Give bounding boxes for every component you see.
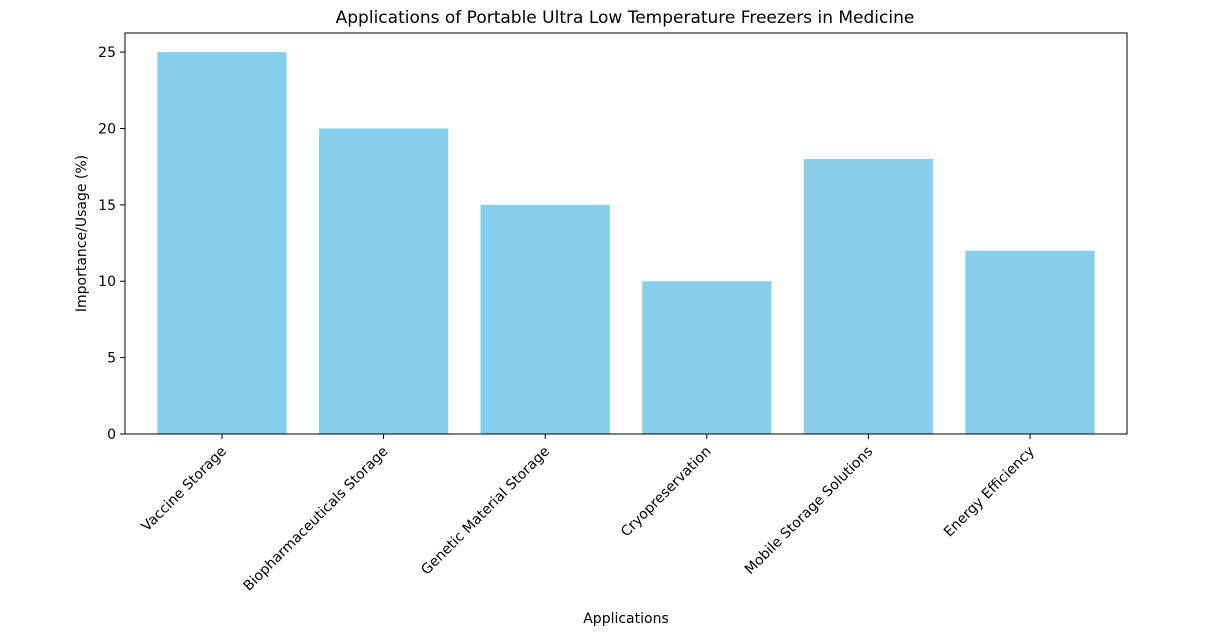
x-ticks: Vaccine Storage Biopharmaceuticals Storag… — [139, 434, 1038, 594]
x-tick-label: Biopharmaceuticals Storage — [241, 444, 392, 595]
bar — [965, 250, 1095, 434]
x-tick-label: Cryopreservation — [618, 444, 715, 541]
bar — [480, 204, 610, 434]
x-tick-label: Vaccine Storage — [139, 444, 230, 535]
bar — [318, 128, 449, 434]
x-axis-label: Applications — [583, 611, 669, 627]
bar — [803, 159, 934, 434]
bar — [642, 281, 772, 434]
y-tick-label: 15 — [98, 198, 116, 214]
y-axis-label: Importance/Usage (%) — [74, 155, 90, 312]
axes-layer — [124, 32, 1128, 435]
y-tick-label: 5 — [107, 351, 116, 367]
bars-layer — [157, 52, 1095, 434]
y-tick-label: 10 — [98, 274, 116, 290]
chart-title: Applications of Portable Ultra Low Tempe… — [336, 8, 915, 28]
plot-frame — [124, 32, 1128, 435]
y-tick-label: 20 — [98, 121, 116, 137]
bar — [157, 52, 287, 434]
x-tick-label: Energy Efficiency — [941, 444, 1038, 541]
x-tick-label: Genetic Material Storage — [418, 444, 553, 579]
y-tick-label: 0 — [107, 427, 116, 443]
x-tick-label: Mobile Storage Solutions — [742, 444, 876, 578]
y-tick-label: 25 — [98, 45, 116, 61]
y-ticks: 0 5 10 15 20 25 — [98, 45, 125, 443]
